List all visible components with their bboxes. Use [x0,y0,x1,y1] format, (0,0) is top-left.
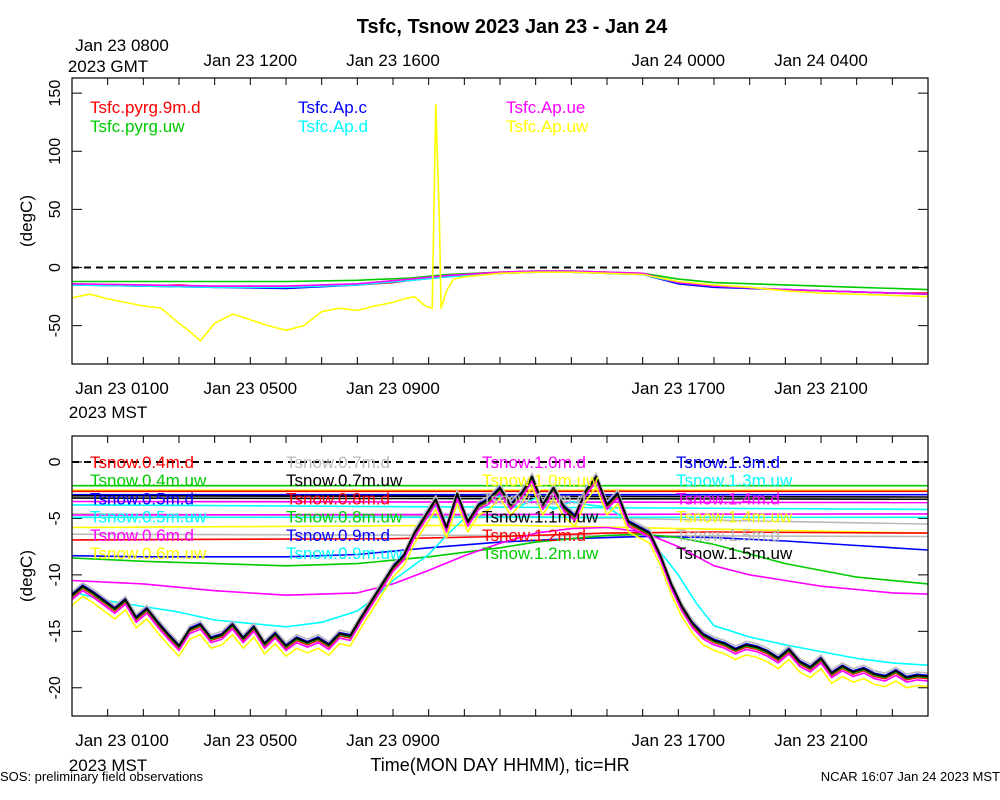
tsfc-mst-tick-label: Jan 23 0900 [346,379,440,398]
legend-tsnow-0-7m-d: Tsnow.0.7m.d [286,453,390,472]
tsfc-time-tick-label: Jan 23 1600 [346,51,440,70]
series-line-tsnow-0-5m-uw [72,472,928,675]
series-line-tsnow-0-7m-uw [72,475,928,679]
legend-tsnow-0-5m-d: Tsnow.0.5m.d [90,489,194,508]
series-line-tsfc-ap-uw [72,103,928,342]
legend-tsnow-1-2m-d: Tsnow.1.2m.d [482,526,586,545]
legend-tsnow-1-3m-uw: Tsnow.1.3m.uw [676,471,793,490]
legend-tsnow-0-6m-d: Tsnow.0.6m.d [90,526,194,545]
legend-tsnow-0-4m-uw: Tsnow.0.4m.uw [90,471,207,490]
legend-tsnow-1-4m-uw: Tsnow.1.4m.uw [676,508,793,527]
series-line-tsnow-1-4m-d [72,500,928,504]
series-line-tsnow-0-6m-d [72,480,928,683]
legend-tsnow-1-2m-uw: Tsnow.1.2m.uw [482,544,599,563]
legend-tsfc-ap-d: Tsfc.Ap.d [298,117,368,136]
tsnow-y-tick-label: -10 [47,563,64,586]
footer-left: SOS: preliminary field observations [0,769,204,784]
tsnow-time-tick-label: Jan 23 0900 [346,731,440,750]
series-line-tsnow-1-0m-d [72,513,928,516]
tsfc-y-axis-label: (degC) [17,195,36,247]
footer-right: NCAR 16:07 Jan 24 2023 MST [821,769,1000,784]
series-line-tsnow-0-6m-uw [72,486,928,689]
series-line-tsnow-1-3m-uw [72,504,928,511]
legend-tsnow-1-5m-d: Tsnow.1.5m.d [676,526,780,545]
legend-tsnow-0-6m-uw: Tsnow.0.6m.uw [90,544,207,563]
tsnow-time-tick-label: Jan 23 1700 [632,731,726,750]
tsnow-panel: -20 -15 -10 -5 0 (degC) Tsnow.0.4m.dTsnow.0.4m… [17,435,929,775]
tsfc-y-tick-label: 0 [47,263,64,272]
legend-tsnow-0-9m-uw: Tsnow.0.9m.uw [286,544,403,563]
tsfc-mst-tick-label: Jan 23 2100 [774,379,868,398]
legend-tsfc-ap-c: Tsfc.Ap.c [298,98,367,117]
tsfc-y-tick-label: -50 [47,314,64,337]
series-line-tsnow-0-8m-d [72,531,928,541]
legend-tsnow-1-1m-uw: Tsnow.1.1m.uw [482,508,599,527]
legend-tsfc-pyrg-9m-d: Tsfc.pyrg.9m.d [90,98,201,117]
tsfc-mst-tick-label: Jan 23 1700 [632,379,726,398]
legend-tsfc-ap-ue: Tsfc.Ap.ue [506,98,585,117]
series-line-tsnow-0-8m-uw [72,533,928,585]
tsfc-time-tick-label: Jan 24 0400 [774,51,868,70]
tsnow-y-tick-label: -15 [47,620,64,643]
legend-tsfc-pyrg-uw: Tsfc.pyrg.uw [90,117,185,136]
figure-title: Tsfc, Tsnow 2023 Jan 23 - Jan 24 [357,16,668,38]
tsfc-frame [71,77,929,365]
tsfc-time-tick-label: Jan 23 1200 [204,51,298,70]
series-line-tsfc-ap-d [72,271,928,295]
tsfc-time-tick-label: Jan 24 0000 [632,51,726,70]
tsfc-plot-area [72,103,928,342]
tsnow-y-tick-label: -20 [47,676,64,699]
tsnow-time-tick-label: Jan 23 0100 [75,731,169,750]
legend-tsnow-0-7m-uw: Tsnow.0.7m.uw [286,471,403,490]
legend-tsnow-0-9m-d: Tsnow.0.9m.d [286,526,390,545]
legend-tsnow-0-8m-d: Tsnow.0.8m.d [286,489,390,508]
tsnow-time-tick-label: Jan 23 0500 [204,731,298,750]
tsnow-y-tick-label: 0 [47,457,64,466]
tsfc-panel: -50 0 50 100 150 (degC) Tsfc.pyrg.9m.dTsfc.pyr… [17,36,929,422]
tsfc-year-label: 2023 GMT [68,57,148,76]
tsfc-y-tick-label: 50 [47,200,64,218]
series-line-tsnow-0-9m-d [72,535,928,558]
legend-tsnow-1-0m-uw: Tsnow.1.0m.uw [482,471,599,490]
tsnow-y-axis-label: (degC) [17,550,36,602]
legend-tsnow-1-3m-d: Tsnow.1.3m.d [676,453,780,472]
tsnow-time-tick-label: Jan 23 2100 [774,731,868,750]
tsnow-frame [71,435,929,717]
x-axis-label: Time(MON DAY HHMM), tic=HR [370,755,629,775]
series-line-tsnow-0-7m-d [72,526,928,596]
series-line-tsfc-ap-ue [72,270,928,295]
tsfc-mst-tick-label: Jan 23 0100 [75,379,169,398]
tsnow-year-label: 2023 MST [69,756,147,775]
tsfc-y-tick-label: 150 [47,80,64,107]
series-line-tsfc-ap-c [72,271,928,295]
tsnow-y-tick-label: -5 [47,511,64,525]
tsfc-y-tick-label: 100 [47,138,64,165]
tsfc-mst-tick-label: Jan 23 0500 [204,379,298,398]
legend-tsnow-1-5m-uw: Tsnow.1.5m.uw [676,544,793,563]
tsnow-plot-area [72,472,928,689]
tsfc-time-tick-label: Jan 23 0800 [75,36,169,55]
tsfc-mst-year-label: 2023 MST [69,403,147,422]
legend-tsnow-1-4m-d: Tsnow.1.4m.d [676,489,780,508]
legend-tsnow-1-1m-d: Tsnow.1.1m.d [482,489,586,508]
legend-tsnow-0-5m-uw: Tsnow.0.5m.uw [90,508,207,527]
legend-tsfc-ap-uw: Tsfc.Ap.uw [506,117,589,136]
series-line-tsnow-1-1m-d [72,533,928,538]
legend-tsnow-0-4m-d: Tsnow.0.4m.d [90,453,194,472]
series-line-tsnow-1-0m-uw [72,524,928,534]
legend-tsnow-1-0m-d: Tsnow.1.0m.d [482,453,586,472]
legend-tsnow-0-8m-uw: Tsnow.0.8m.uw [286,508,403,527]
